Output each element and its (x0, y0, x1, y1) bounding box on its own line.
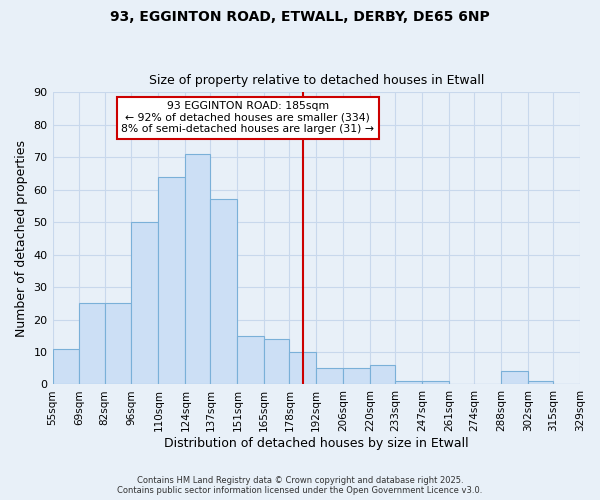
Bar (289, 352, 316, 384)
Text: 93, EGGINTON ROAD, ETWALL, DERBY, DE65 6NP: 93, EGGINTON ROAD, ETWALL, DERBY, DE65 6… (110, 10, 490, 24)
Bar (343, 368, 370, 384)
Text: Contains HM Land Registry data © Crown copyright and database right 2025.
Contai: Contains HM Land Registry data © Crown c… (118, 476, 482, 495)
Bar (370, 365, 395, 384)
Y-axis label: Number of detached properties: Number of detached properties (15, 140, 28, 337)
Bar (528, 381, 553, 384)
Bar (238, 336, 264, 384)
Bar (422, 381, 449, 384)
Bar (79, 304, 104, 384)
Title: Size of property relative to detached houses in Etwall: Size of property relative to detached ho… (149, 74, 484, 87)
Bar (211, 200, 238, 384)
Bar (185, 154, 211, 384)
Bar (395, 381, 422, 384)
Bar (104, 304, 131, 384)
X-axis label: Distribution of detached houses by size in Etwall: Distribution of detached houses by size … (164, 437, 469, 450)
Bar (131, 222, 158, 384)
Bar (53, 349, 79, 384)
Text: 93 EGGINTON ROAD: 185sqm
← 92% of detached houses are smaller (334)
8% of semi-d: 93 EGGINTON ROAD: 185sqm ← 92% of detach… (121, 101, 374, 134)
Bar (501, 372, 528, 384)
Bar (264, 339, 289, 384)
Bar (316, 368, 343, 384)
Bar (158, 176, 185, 384)
